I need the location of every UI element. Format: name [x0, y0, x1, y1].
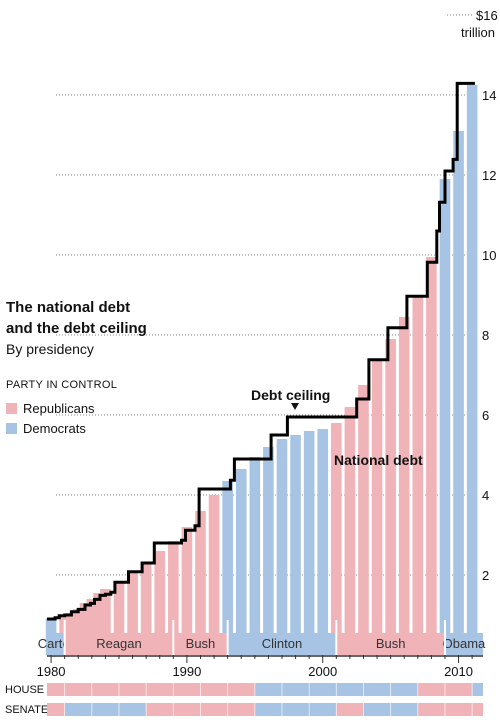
chart-title-line-2: and the debt ceiling — [6, 320, 147, 337]
debt-bar-2004 — [371, 361, 383, 655]
debt-bar-1994 — [235, 469, 247, 655]
presidency-labels: Carter Reagan Bush Clinton Bush Obama — [38, 620, 486, 655]
debt-bar-2011 — [466, 85, 478, 655]
legend-swatch-republicans — [6, 403, 17, 414]
debt-bar-2000 — [317, 429, 329, 655]
presidency-label-3: Clinton — [262, 636, 302, 651]
debt-bars — [45, 85, 478, 655]
debt-bar-1999 — [303, 431, 315, 655]
debt-bar-1983.5 — [93, 593, 104, 655]
debt-ceiling-annotation: Debt ceiling — [251, 387, 330, 403]
y-tick-label-4: 4 — [482, 488, 489, 503]
y-tick-label-10: 10 — [482, 248, 496, 263]
control-senate-seg-1 — [64, 703, 147, 716]
y-tick-label-8: 8 — [482, 328, 489, 343]
x-tick-label-2000: 2000 — [308, 664, 337, 679]
debt-bar-2002 — [344, 407, 356, 655]
presidency-label-1: Reagan — [96, 636, 142, 651]
congress-control-rows: HOUSE SENATE — [5, 683, 483, 716]
debt-bar-1989 — [168, 541, 179, 655]
x-tick-label-1980: 1980 — [37, 664, 66, 679]
presidency-label-4: Bush — [376, 636, 406, 651]
presidency-band-5 — [444, 633, 483, 655]
legend-swatch-democrats — [6, 423, 17, 434]
control-senate-seg-3 — [254, 703, 337, 716]
debt-bar-2006 — [398, 317, 410, 655]
debt-ceiling-arrow — [291, 403, 299, 410]
y-tick-label-2: 2 — [482, 568, 489, 583]
x-axis: 1980 1990 2000 2010 — [37, 655, 483, 679]
debt-bar-2010 — [453, 131, 464, 655]
presidency-band-4 — [336, 633, 445, 655]
presidency-band-3 — [227, 633, 337, 655]
control-senate-seg-6 — [417, 703, 483, 716]
presidency-band-2 — [173, 633, 228, 655]
debt-bar-1987 — [140, 563, 152, 655]
debt-bar-2005 — [385, 339, 396, 655]
debt-bar-1988 — [154, 551, 166, 655]
debt-bar-1990 — [181, 527, 193, 655]
legend-label-republicans: Republicans — [23, 401, 95, 416]
debt-bar-1992 — [208, 495, 220, 655]
legend-label-democrats: Democrats — [23, 421, 86, 436]
y-unit-bottom-label: trillion — [461, 25, 495, 40]
y-tick-label-6: 6 — [482, 408, 489, 423]
debt-bar-1984 — [100, 589, 111, 655]
presidency-label-2: Bush — [186, 636, 216, 651]
annotations: Debt ceiling National debt — [251, 387, 423, 468]
presidency-band-0 — [47, 633, 65, 655]
debt-bar-1986 — [127, 571, 138, 655]
debt-ceiling-line — [47, 81, 475, 621]
y-unit-top-label: $16 — [476, 8, 498, 23]
debt-bar-2001 — [331, 423, 342, 655]
debt-bar-1995 — [249, 457, 261, 655]
x-tick-label-2010: 2010 — [444, 664, 473, 679]
control-house-seg-0 — [47, 683, 255, 696]
control-senate-seg-4 — [336, 703, 364, 716]
presidency-band-1 — [64, 633, 174, 655]
control-row-label-senate: SENATE — [5, 704, 48, 716]
chart-title-line-1: The national debt — [6, 299, 131, 316]
y-axis-labels: 2 4 6 8 10 12 14 — [482, 88, 496, 583]
control-house-seg-3 — [472, 683, 483, 696]
y-tick-label-14: 14 — [482, 88, 496, 103]
control-senate-seg-0 — [47, 703, 65, 716]
chart-subtitle: By presidency — [6, 341, 94, 357]
debt-bar-1982.5 — [79, 603, 91, 655]
debt-bar-2003 — [358, 385, 369, 655]
chart-title: The national debt and the debt ceiling — [6, 297, 147, 339]
debt-bar-1983 — [86, 599, 98, 655]
debt-bar-2007 — [412, 295, 424, 655]
control-row-label-house: HOUSE — [5, 684, 44, 696]
y-tick-label-12: 12 — [482, 168, 496, 183]
debt-bar-1985 — [113, 581, 125, 655]
debt-ceiling-layer — [47, 81, 475, 621]
debt-bar-1998 — [290, 435, 301, 655]
debt-bar-1982 — [72, 609, 84, 655]
debt-bar-2009 — [439, 179, 451, 655]
legend-item-democrats: Democrats — [6, 421, 86, 436]
legend-heading: PARTY IN CONTROL — [6, 379, 118, 391]
national-debt-annotation: National debt — [334, 452, 423, 468]
x-tick-label-1990: 1990 — [172, 664, 201, 679]
debt-bar-1991 — [195, 511, 206, 655]
debt-bar-2008 — [426, 257, 437, 655]
debt-bar-1993 — [222, 481, 233, 655]
debt-bar-1997 — [276, 439, 288, 655]
presidency-label-5: Obama — [443, 636, 486, 651]
legend-item-republicans: Republicans — [6, 401, 95, 416]
debt-bar-1996 — [263, 447, 274, 655]
